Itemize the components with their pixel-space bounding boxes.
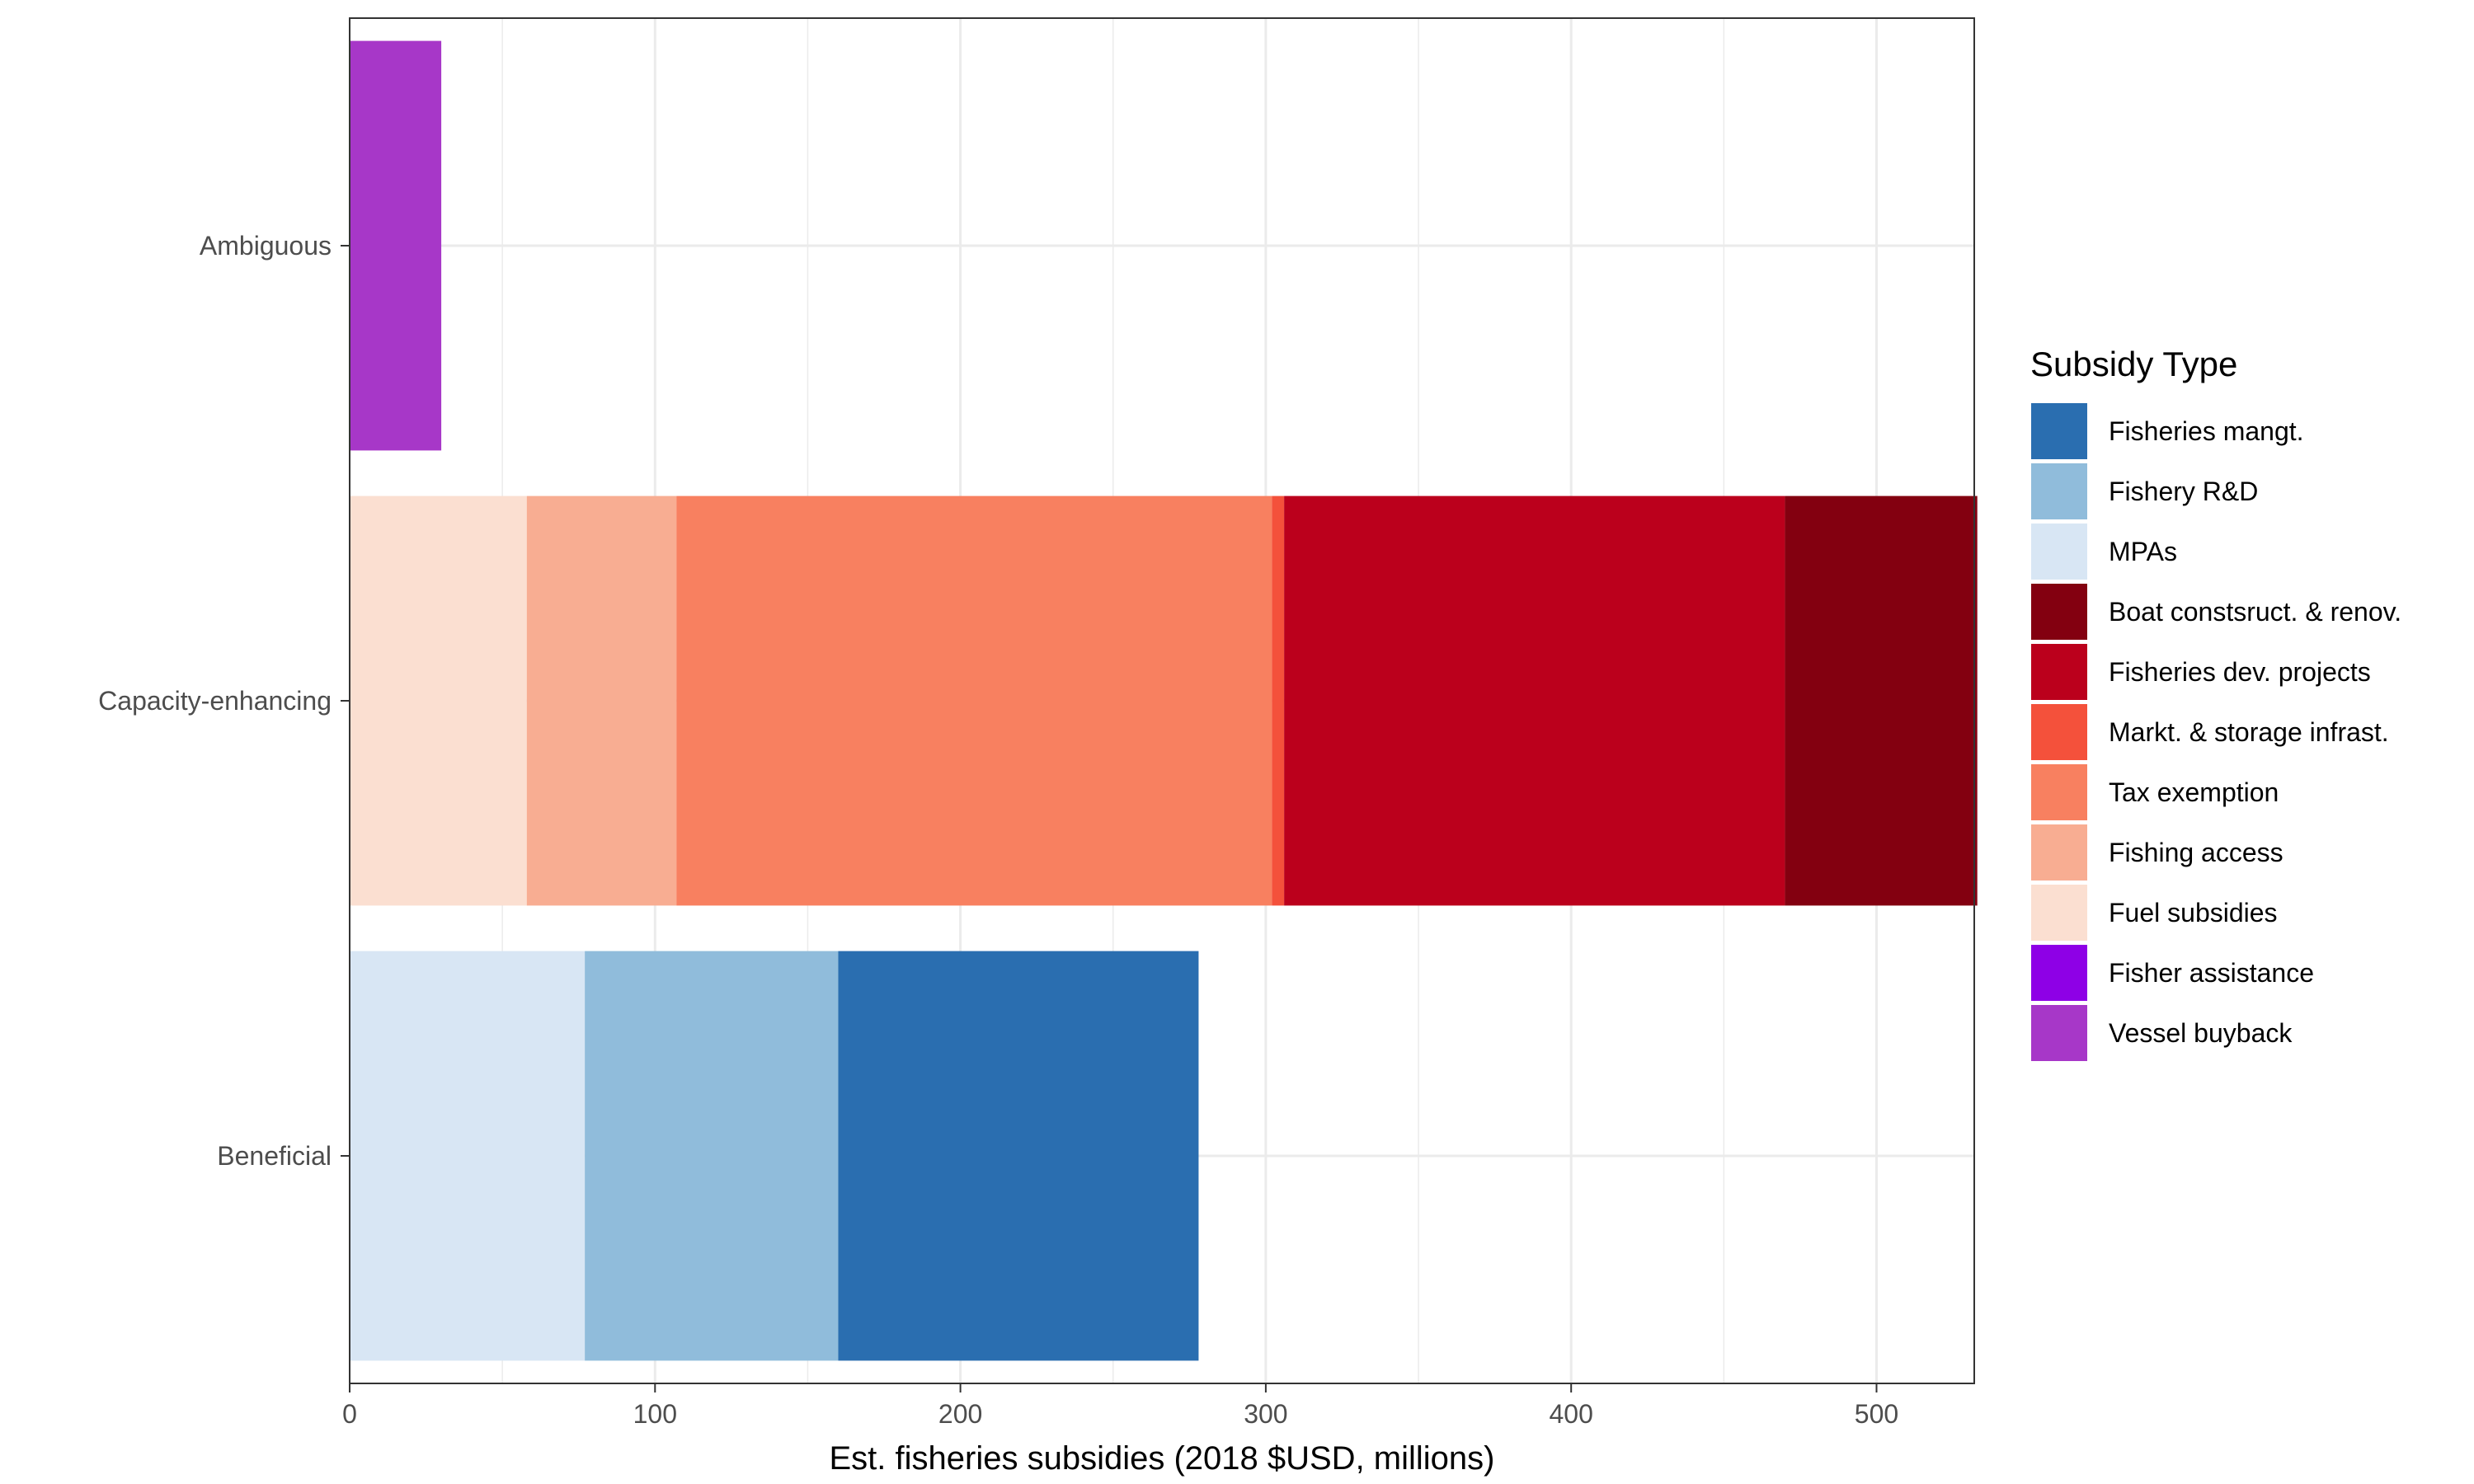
legend-label: Fisheries dev. projects — [2109, 657, 2371, 687]
bar-segment — [838, 951, 1199, 1361]
x-tick-label: 300 — [1244, 1399, 1287, 1429]
bar-segment — [350, 40, 442, 451]
bar-segment — [526, 495, 677, 906]
x-tick-label: 100 — [633, 1399, 677, 1429]
legend-key — [2030, 642, 2089, 702]
bar-segment — [1284, 495, 1785, 906]
bar-segment — [676, 495, 1272, 906]
bar-segment — [585, 951, 839, 1361]
legend-label: Tax exemption — [2109, 777, 2279, 807]
legend-label: Fisher assistance — [2109, 958, 2314, 988]
legend-key — [2030, 462, 2089, 521]
y-tick-label: Ambiguous — [200, 231, 332, 261]
bar-segment — [350, 951, 586, 1361]
x-tick-label: 400 — [1550, 1399, 1593, 1429]
bar-segment — [1272, 495, 1285, 906]
x-tick-label: 200 — [938, 1399, 982, 1429]
legend-label: Fishery R&D — [2109, 477, 2258, 506]
legend-label: Fisheries mangt. — [2109, 416, 2304, 446]
bar-segment — [1785, 495, 1978, 906]
legend-key — [2030, 702, 2089, 762]
x-axis-title: Est. fisheries subsidies (2018 $USD, mil… — [830, 1440, 1495, 1477]
bars — [350, 40, 1978, 1361]
bar-segment — [350, 495, 527, 906]
x-tick-label: 0 — [342, 1399, 357, 1429]
legend-key — [2030, 402, 2089, 461]
legend-label: MPAs — [2109, 537, 2177, 566]
x-tick-label: 500 — [1855, 1399, 1898, 1429]
legend-key — [2030, 943, 2089, 1003]
y-tick-label: Beneficial — [217, 1141, 332, 1171]
legend-label: Fishing access — [2109, 838, 2284, 867]
legend-key — [2030, 883, 2089, 942]
legend-label: Fuel subsidies — [2109, 898, 2278, 928]
legend: Subsidy Type Fisheries mangt. Fishery R&D… — [2030, 345, 2401, 1063]
legend-key — [2030, 522, 2089, 581]
x-axis: 0 100 200 300 400 500 — [342, 1383, 1898, 1429]
legend-label: Vessel buyback — [2109, 1018, 2293, 1048]
y-tick-label: Capacity-enhancing — [98, 686, 332, 716]
legend-key — [2030, 582, 2089, 641]
y-axis: Ambiguous Capacity-enhancing Beneficial — [98, 231, 350, 1171]
legend-label: Boat constsruct. & renov. — [2109, 597, 2401, 627]
legend-title: Subsidy Type — [2030, 345, 2237, 383]
legend-key — [2030, 1003, 2089, 1063]
legend-key — [2030, 763, 2089, 822]
legend-key — [2030, 823, 2089, 882]
legend-label: Markt. & storage infrast. — [2109, 717, 2389, 747]
